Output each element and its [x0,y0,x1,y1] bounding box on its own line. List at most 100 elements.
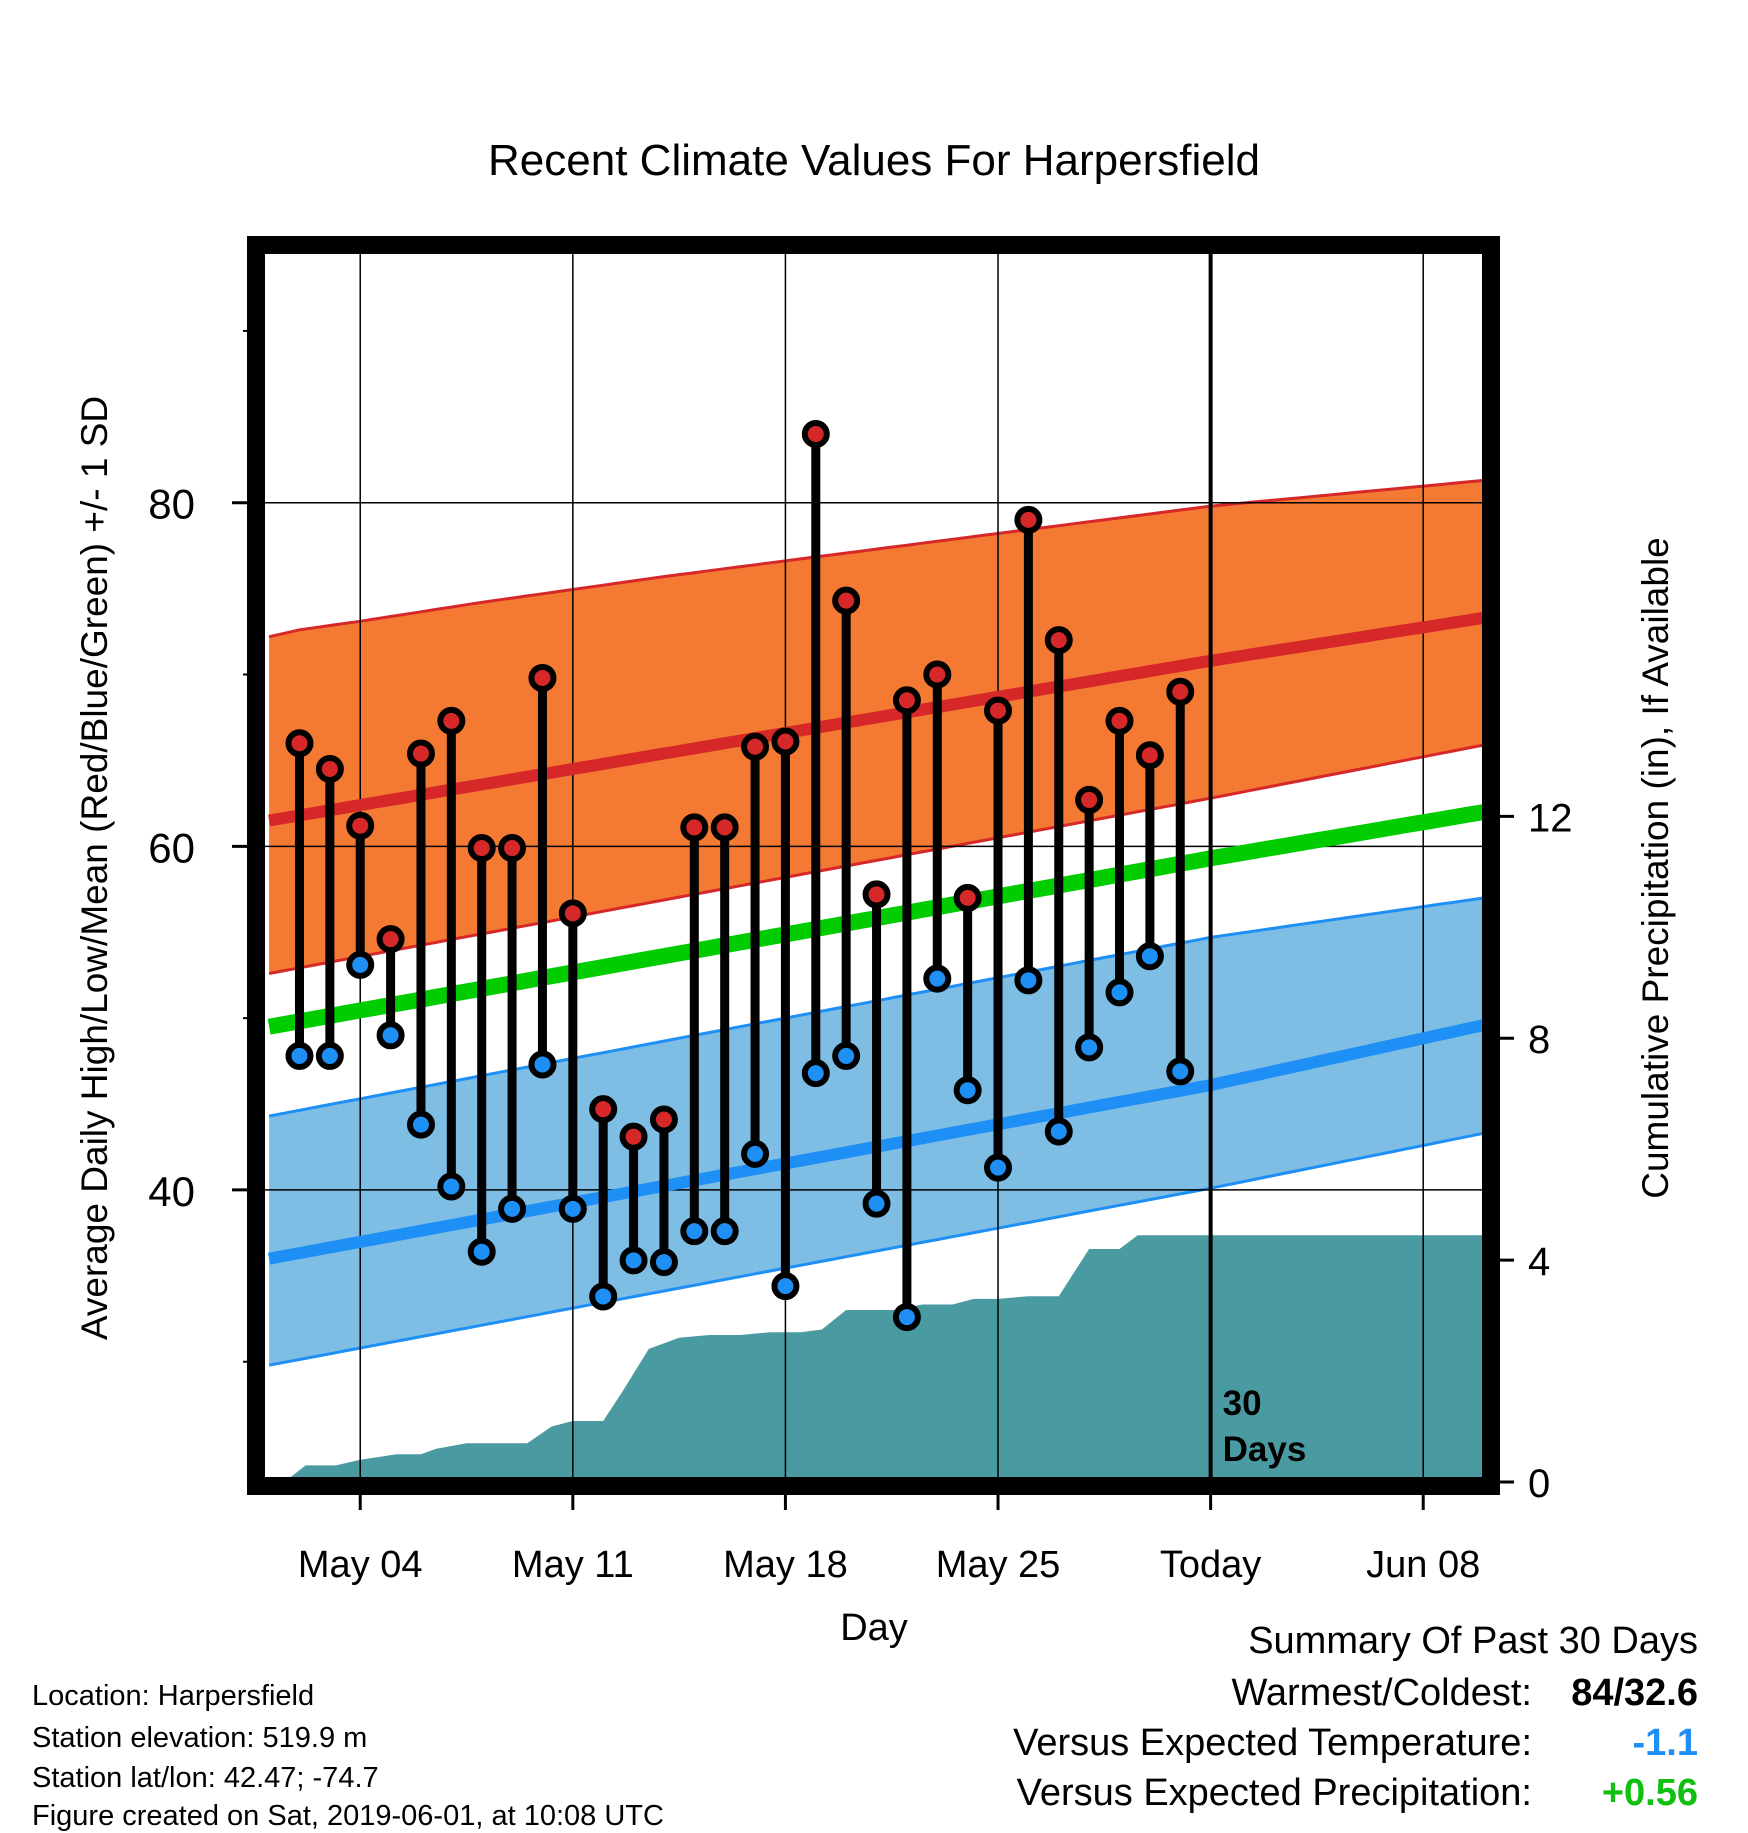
y-tick-label: 60 [148,824,195,871]
low-point [862,1189,891,1218]
summary-precip-value: +0.56 [1601,1772,1698,1814]
x-tick-label: May 18 [723,1544,848,1586]
x-tick-label: Today [1160,1544,1261,1586]
high-point [953,883,982,912]
high-point [406,739,435,768]
high-point [528,663,557,692]
y-tick-label: 40 [148,1168,195,1215]
low-point [285,1041,314,1070]
high-point [680,813,709,842]
low-point [1014,966,1043,995]
x-tick-label: May 04 [298,1544,423,1586]
low-point [315,1041,344,1070]
high-point [649,1105,678,1134]
y2-tick-label: 0 [1528,1462,1550,1506]
high-lower-sd-line [268,743,1485,975]
y-tick-label: 80 [148,481,195,528]
high-point [892,686,921,715]
high-point [315,755,344,784]
low-point [953,1076,982,1105]
footer-elevation: Station elevation: 519.9 m [32,1722,368,1754]
high-point [376,925,405,954]
summary-warmest-row: Warmest/Coldest: 84/32.6 [1231,1672,1698,1715]
summary-temp-value: -1.1 [1632,1722,1698,1764]
high-point [558,899,587,928]
low-point [801,1059,830,1088]
low-point [589,1282,618,1311]
low-point [558,1194,587,1223]
high-point [589,1095,618,1124]
high-point [1075,785,1104,814]
high-point [710,813,739,842]
x-tick-label: Jun 08 [1366,1544,1480,1586]
high-point [1135,741,1164,770]
high-point [832,586,861,615]
low-point [1135,942,1164,971]
footer-latlon: Station lat/lon: 42.47; -74.7 [32,1762,379,1794]
summary-warmest-label: Warmest/Coldest: [1231,1672,1532,1714]
summary-precip-label: Versus Expected Precipitation: [1016,1772,1532,1814]
x-tick-label: May 25 [936,1544,1061,1586]
summary-title: Summary Of Past 30 Days [1248,1620,1698,1662]
high-point [498,834,527,863]
plot-frame [247,236,1500,1495]
high-point [1014,505,1043,534]
summary-temp-row: Versus Expected Temperature: -1.1 [1013,1722,1698,1765]
high-point [1044,626,1073,655]
low-point [680,1217,709,1246]
low-point [376,1021,405,1050]
today-annotation-1: 30 [1223,1384,1262,1423]
low-point [406,1110,435,1139]
low-point [467,1237,496,1266]
summary-precip-row: Versus Expected Precipitation: +0.56 [1017,1772,1698,1815]
footer-created: Figure created on Sat, 2019-06-01, at 10… [32,1800,664,1832]
today-annotation-2: Days [1223,1430,1307,1469]
footer-location: Location: Harpersfield [32,1680,315,1712]
high-point [923,660,952,689]
summary-temp-label: Versus Expected Temperature: [1013,1722,1532,1764]
high-point [984,696,1013,725]
high-point [1105,706,1134,735]
low-point [498,1194,527,1223]
high-point [771,727,800,756]
high-point [346,811,375,840]
high-point [437,706,466,735]
low-point [710,1217,739,1246]
y2-tick-label: 12 [1528,796,1573,840]
low-point [619,1246,648,1275]
low-point [528,1050,557,1079]
high-point [741,732,770,761]
high-point [285,729,314,758]
high-point [467,834,496,863]
precipitation-area [284,1235,1484,1482]
low-point [892,1303,921,1332]
y2-tick-label: 4 [1528,1240,1550,1284]
high-point [619,1122,648,1151]
low-point [984,1153,1013,1182]
y2-axis-label: Cumulative Precipitation (in), If Availa… [1635,537,1676,1199]
high-point [1166,677,1195,706]
chart-title: Recent Climate Values For Harpersfield [488,136,1260,185]
x-axis-label: Day [840,1607,908,1649]
low-point [649,1248,678,1277]
y2-tick-label: 8 [1528,1018,1550,1062]
low-point [741,1139,770,1168]
low-point [1105,978,1134,1007]
low-point [1044,1117,1073,1146]
low-point [771,1272,800,1301]
normal-high-line [268,611,1485,827]
high-point [801,419,830,448]
low-point [923,964,952,993]
low-point [346,950,375,979]
y-axis-label: Average Daily High/Low/Mean (Red/Blue/Gr… [74,396,115,1340]
low-point [437,1172,466,1201]
high-upper-sd-line [268,478,1485,639]
high-point [862,880,891,909]
summary-warmest-value: 84/32.6 [1571,1672,1698,1714]
low-point [1166,1057,1195,1086]
low-lower-sd-line [268,1131,1485,1367]
low-point [1075,1033,1104,1062]
low-point [832,1041,861,1070]
x-tick-label: May 11 [512,1544,634,1586]
